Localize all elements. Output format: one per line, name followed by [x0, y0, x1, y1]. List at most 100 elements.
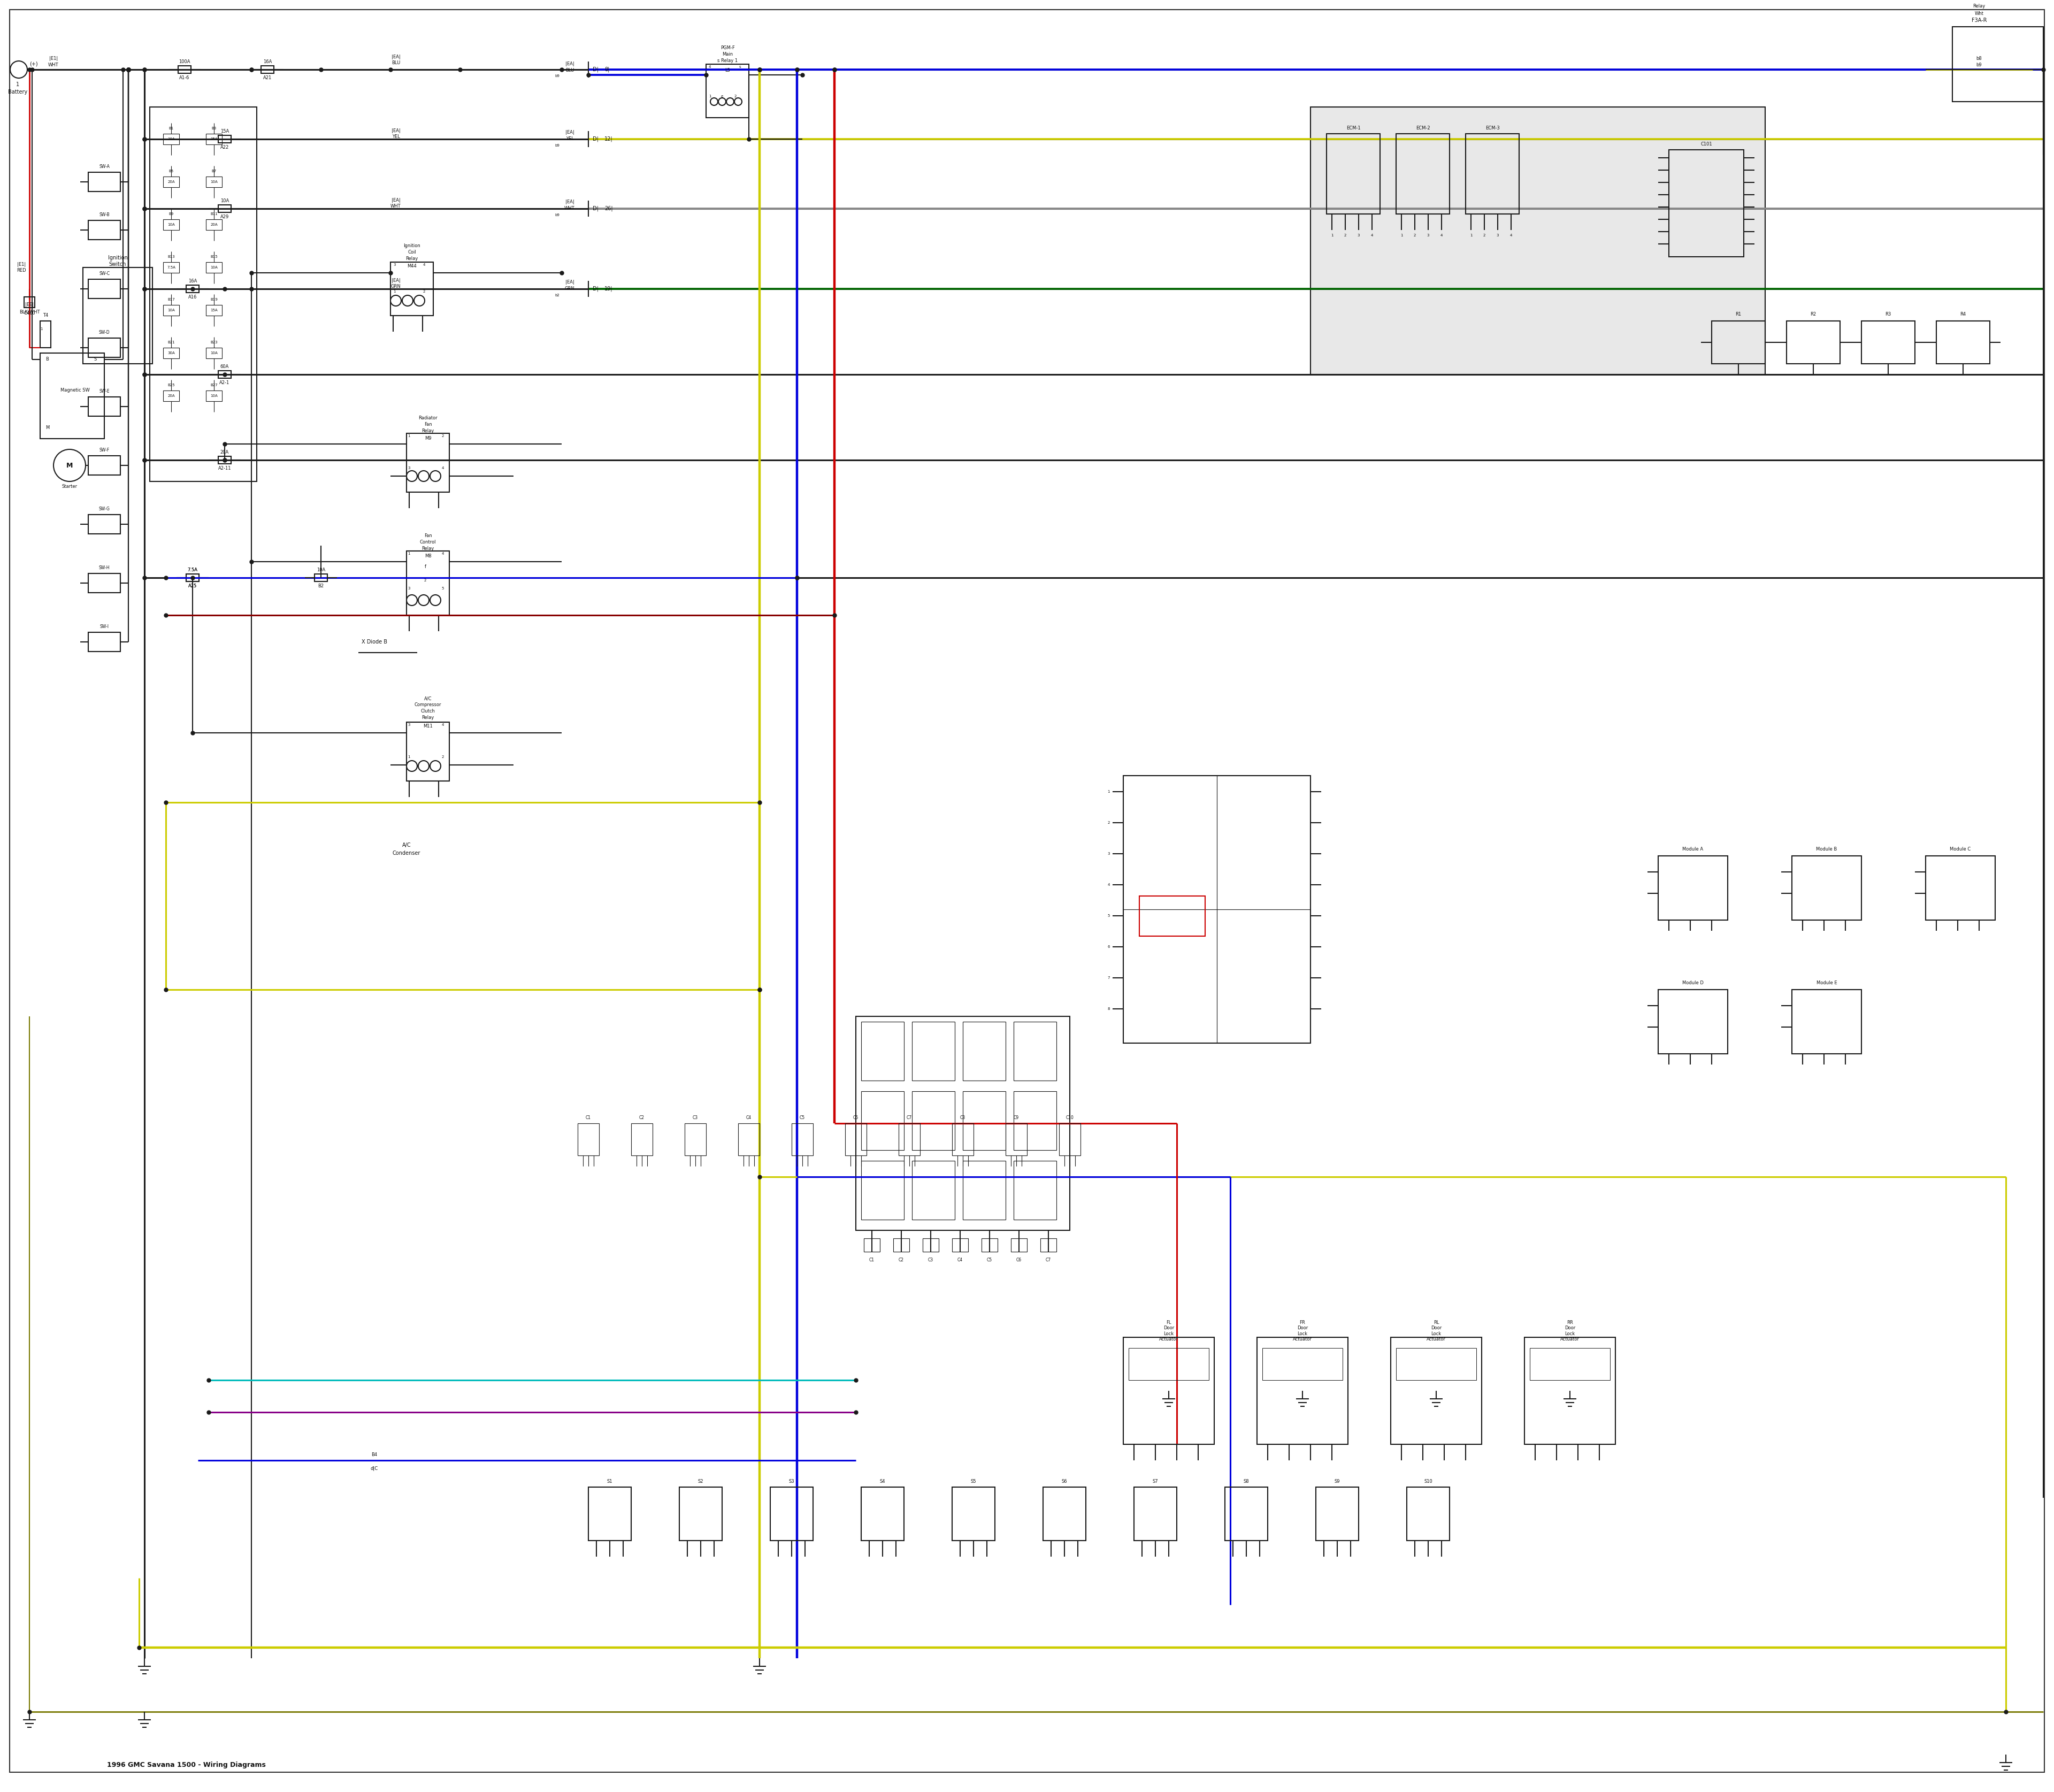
Text: FL
Door
Lock
Actuator: FL Door Lock Actuator: [1158, 1321, 1179, 1342]
Bar: [407, 722, 450, 781]
Text: SW-C: SW-C: [99, 271, 109, 276]
Text: C3: C3: [692, 1116, 698, 1120]
Text: C101: C101: [1701, 142, 1713, 147]
Bar: [88, 280, 121, 299]
Text: C10: C10: [1066, 1116, 1074, 1120]
Bar: [88, 633, 121, 652]
Text: 10A: 10A: [210, 181, 218, 183]
Bar: [1937, 321, 1990, 364]
Text: 7.5A: 7.5A: [166, 265, 175, 269]
Text: FR
Door
Lock
Actuator: FR Door Lock Actuator: [1292, 1321, 1313, 1342]
Text: Wht: Wht: [1974, 11, 1984, 16]
Text: C7: C7: [906, 1116, 912, 1120]
Text: 15A: 15A: [210, 308, 218, 312]
Text: d|C: d|C: [370, 1466, 378, 1471]
Text: B1: B1: [168, 127, 175, 131]
Bar: [770, 1487, 813, 1541]
Bar: [1668, 151, 1744, 256]
Text: C2: C2: [639, 1116, 645, 1120]
Text: e: e: [721, 95, 723, 99]
Bar: [1791, 989, 1861, 1054]
Bar: [1041, 1238, 1056, 1253]
Text: Main: Main: [723, 52, 733, 57]
Text: S8: S8: [1243, 1480, 1249, 1484]
Bar: [791, 1124, 813, 1156]
Text: 1: 1: [407, 434, 411, 437]
Text: 8: 8: [1107, 1007, 1109, 1011]
Bar: [162, 391, 179, 401]
Bar: [893, 1238, 910, 1253]
Bar: [1407, 1487, 1450, 1541]
Bar: [1224, 1487, 1267, 1541]
Text: S10: S10: [1423, 1480, 1432, 1484]
Text: Clutch: Clutch: [421, 710, 435, 713]
Bar: [737, 1124, 760, 1156]
Text: S: S: [94, 357, 97, 362]
Text: A/C: A/C: [423, 697, 431, 701]
Text: SW-I: SW-I: [101, 625, 109, 629]
Text: C8: C8: [959, 1116, 965, 1120]
Text: 26|: 26|: [604, 206, 612, 211]
Text: b8: b8: [1976, 56, 1982, 61]
Bar: [631, 1124, 653, 1156]
Bar: [88, 573, 121, 593]
Text: R1: R1: [1736, 312, 1742, 317]
Text: YEL: YEL: [565, 136, 573, 142]
Bar: [912, 1021, 955, 1081]
Bar: [861, 1091, 904, 1150]
Text: C5: C5: [986, 1258, 992, 1262]
Bar: [684, 1124, 707, 1156]
Text: |EA|
YEL: |EA| YEL: [392, 129, 401, 140]
Text: B27: B27: [210, 383, 218, 387]
Text: 5: 5: [442, 586, 444, 590]
Text: |EA|
WHT: |EA| WHT: [390, 199, 401, 208]
Bar: [1711, 321, 1764, 364]
Text: 7: 7: [1107, 977, 1109, 980]
Text: Starter: Starter: [62, 484, 78, 489]
Bar: [88, 339, 121, 357]
Bar: [1861, 321, 1914, 364]
Text: C3: C3: [928, 1258, 933, 1262]
Text: X Diode B: X Diode B: [362, 640, 388, 645]
Bar: [1310, 108, 1764, 375]
Bar: [205, 391, 222, 401]
Bar: [1397, 1348, 1477, 1380]
Circle shape: [419, 595, 429, 606]
Bar: [922, 1238, 939, 1253]
Bar: [1257, 1337, 1347, 1444]
Bar: [1927, 857, 1994, 919]
Bar: [162, 219, 179, 229]
Text: SW-G: SW-G: [99, 507, 109, 513]
Text: 2: 2: [442, 434, 444, 437]
Text: B21: B21: [168, 340, 175, 344]
Text: s Relay 1: s Relay 1: [717, 59, 737, 63]
Bar: [1011, 1238, 1027, 1253]
Text: Ignition
Switch: Ignition Switch: [109, 254, 127, 267]
Circle shape: [719, 99, 725, 106]
Text: A2-11: A2-11: [218, 466, 232, 471]
Text: A/C: A/C: [403, 842, 411, 848]
Bar: [218, 457, 230, 464]
Text: Relay: Relay: [421, 428, 433, 434]
Text: 6: 6: [1107, 944, 1109, 948]
Bar: [982, 1238, 998, 1253]
Text: |EE|: |EE|: [25, 303, 33, 306]
Text: R3: R3: [1886, 312, 1892, 317]
Text: 1: 1: [16, 82, 18, 88]
Text: BLU: BLU: [565, 68, 573, 73]
Text: RL
Door
Lock
Actuator: RL Door Lock Actuator: [1428, 1321, 1446, 1342]
Text: 20A: 20A: [220, 450, 228, 455]
Bar: [162, 134, 179, 145]
Bar: [1787, 321, 1840, 364]
Bar: [162, 305, 179, 315]
Text: 10A: 10A: [210, 394, 218, 398]
Bar: [1124, 1337, 1214, 1444]
Text: M: M: [45, 425, 49, 430]
Circle shape: [390, 296, 401, 306]
Bar: [1140, 896, 1206, 935]
Circle shape: [419, 760, 429, 771]
Bar: [1006, 1124, 1027, 1156]
Text: 1: 1: [392, 290, 396, 294]
Bar: [587, 1487, 631, 1541]
Bar: [577, 1124, 600, 1156]
